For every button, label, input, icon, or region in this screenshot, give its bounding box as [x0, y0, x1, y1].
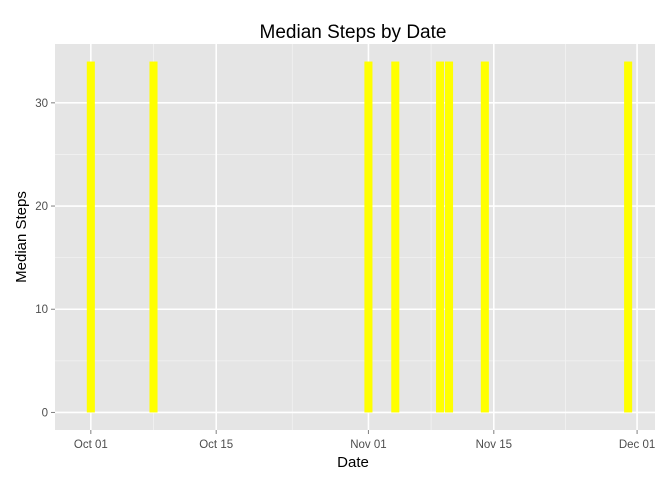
y-tick-label: 10: [35, 304, 48, 316]
y-tick-label: 30: [35, 98, 48, 110]
x-tick-label: Dec 01: [619, 439, 655, 451]
x-axis-label: Date: [337, 454, 369, 471]
bar: [86, 61, 95, 413]
chart-title: Median Steps by Date: [260, 22, 447, 43]
x-tick-label: Oct 01: [74, 439, 108, 451]
bars-group: [86, 61, 633, 413]
plot-panel: [55, 44, 655, 430]
bar: [480, 61, 489, 413]
y-tick-label: 0: [42, 407, 48, 419]
y-tick-labels: 0 10 20 30: [35, 98, 48, 420]
x-tick-label: Nov 01: [350, 439, 386, 451]
y-tick-label: 20: [35, 201, 48, 213]
x-tick-label: Oct 15: [199, 439, 233, 451]
x-tick-labels: Oct 01 Oct 15 Nov 01 Nov 15 Dec 01: [74, 439, 655, 451]
x-tick-label: Nov 15: [476, 439, 512, 451]
bar: [445, 61, 454, 413]
axis-ticks: [51, 102, 638, 434]
bar: [391, 61, 400, 413]
bar: [624, 61, 633, 413]
y-axis-label: Median Steps: [13, 191, 30, 283]
bar: [436, 61, 445, 413]
bar: [149, 61, 158, 413]
bar: [364, 61, 373, 413]
